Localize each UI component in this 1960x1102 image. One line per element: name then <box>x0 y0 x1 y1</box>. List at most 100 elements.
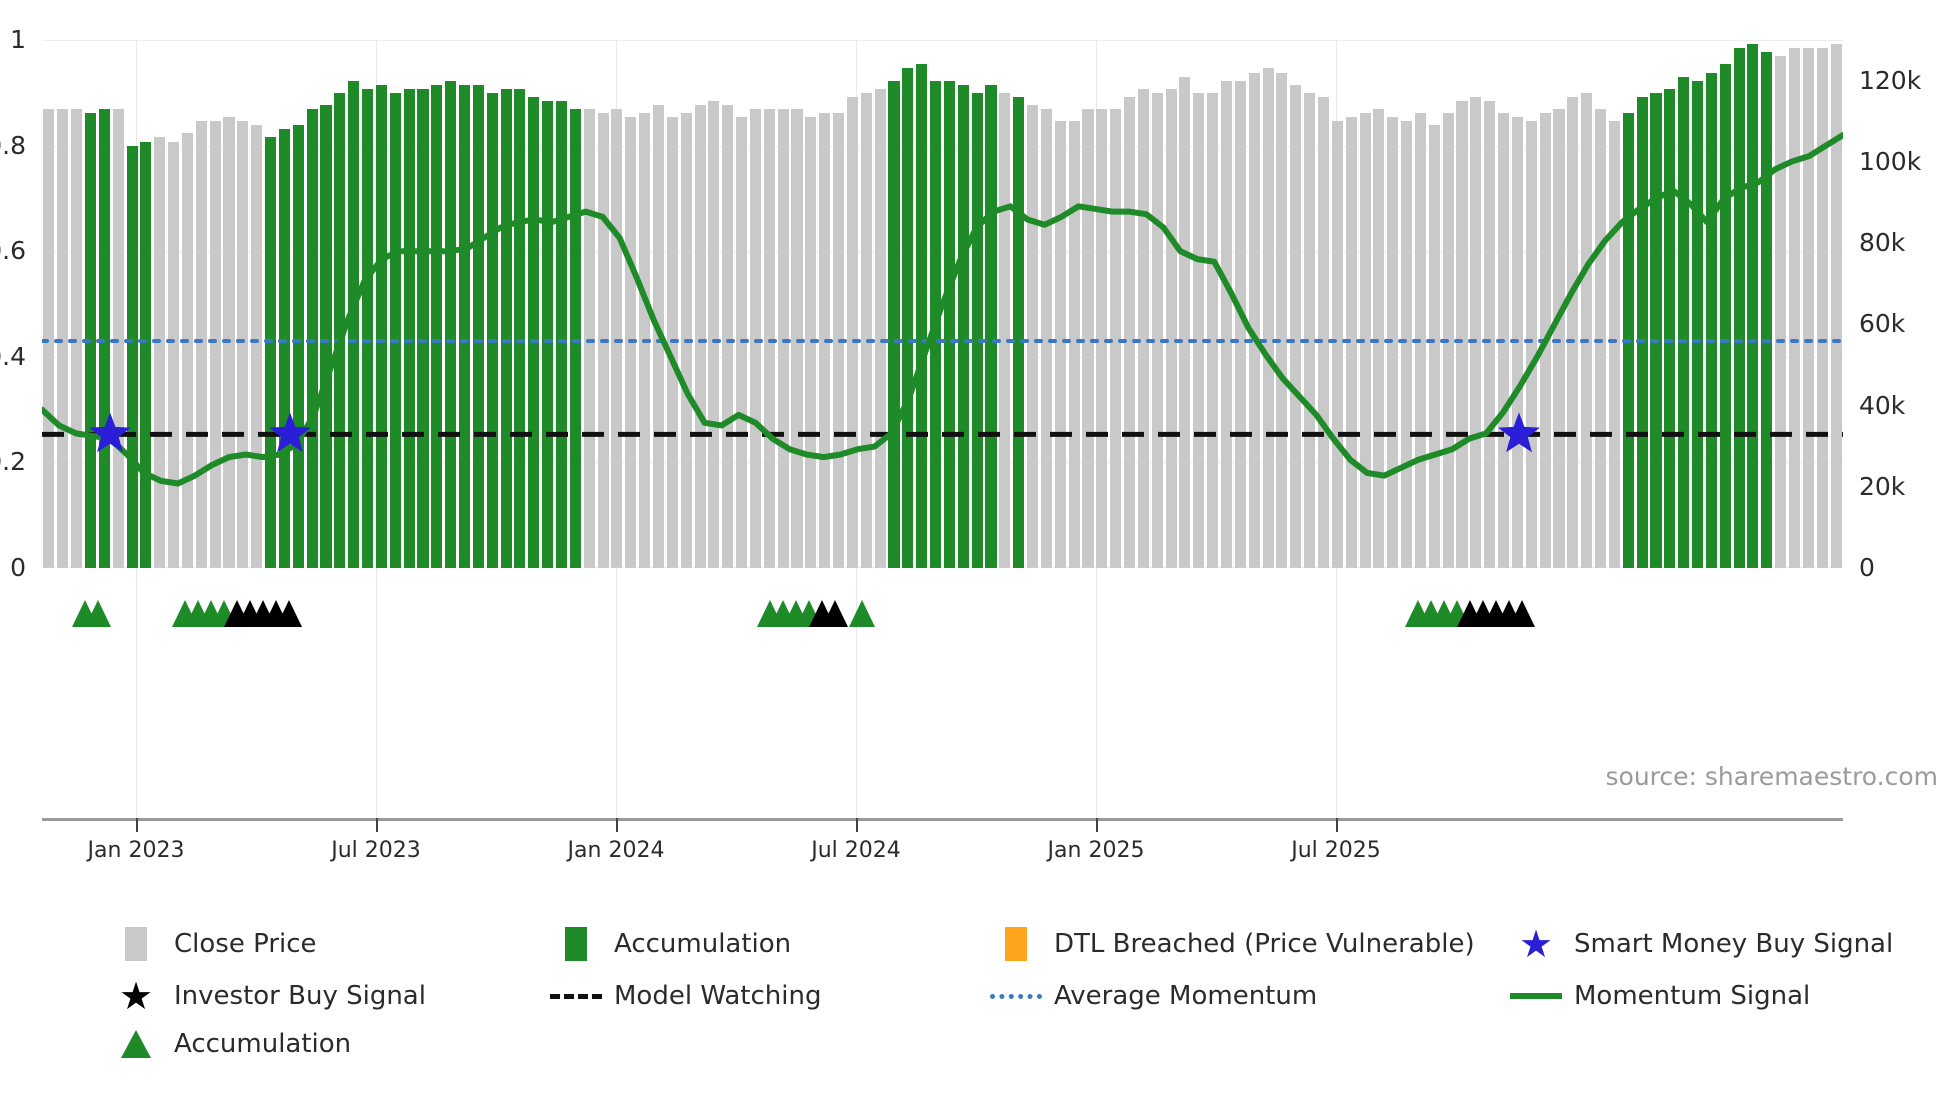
accumulation-bar <box>320 105 332 568</box>
accumulation-bar <box>1636 96 1648 568</box>
accumulation-bar <box>902 68 914 568</box>
close-price-bar <box>1082 109 1094 568</box>
close-price-bar <box>237 121 249 568</box>
close-price-bar <box>1373 109 1385 568</box>
legend-item-label: Close Price <box>174 929 317 959</box>
close-price-bar <box>1539 113 1551 568</box>
legend-item[interactable]: Accumulation <box>550 925 990 963</box>
close-price-bar <box>43 109 55 568</box>
y-axis-right-tick-label: 80k <box>1859 228 1906 258</box>
legend-item[interactable]: Model Watching <box>550 977 990 1015</box>
close-price-bar <box>1359 113 1371 568</box>
accumulation-bar <box>278 129 290 568</box>
close-price-bar <box>1068 121 1080 568</box>
accumulation-bar <box>348 80 360 568</box>
close-price-bar <box>1414 113 1426 568</box>
close-price-bar <box>195 121 207 568</box>
y-axis-right-tick-label: 120k <box>1859 65 1922 95</box>
legend-item-label: Accumulation <box>614 929 792 959</box>
accumulation-bar <box>916 64 928 568</box>
close-price-bar <box>1096 109 1108 568</box>
investor-buy-signal-triangle <box>1509 600 1535 627</box>
x-axis-tick <box>1336 818 1338 832</box>
close-price-bar <box>846 96 858 568</box>
close-price-bar <box>1456 100 1468 568</box>
legend-item-label: Investor Buy Signal <box>174 981 426 1011</box>
x-axis-tick <box>136 818 138 832</box>
close-price-bar <box>112 109 124 568</box>
legend-item-label: Momentum Signal <box>1574 981 1811 1011</box>
accumulation-bar <box>1622 113 1634 568</box>
legend-item-label: Smart Money Buy Signal <box>1574 929 1894 959</box>
legend-item[interactable]: DTL Breached (Price Vulnerable) <box>990 925 1510 963</box>
close-price-bar <box>1401 121 1413 568</box>
close-price-bar <box>1193 92 1205 568</box>
horizontal-gridline <box>42 40 1843 41</box>
green-triangle-icon <box>110 1030 162 1058</box>
accumulation-bar <box>1705 72 1717 568</box>
close-price-bar <box>819 113 831 568</box>
close-price-bar <box>1123 96 1136 568</box>
close-price-bar <box>611 109 623 568</box>
close-price-bar <box>1553 109 1565 568</box>
accumulation-bar <box>292 125 304 568</box>
close-price-bar <box>708 100 720 568</box>
accumulation-bar <box>1719 64 1731 568</box>
close-price-bar <box>1040 109 1052 568</box>
legend-item[interactable]: ★ Investor Buy Signal <box>110 977 550 1015</box>
accumulation-bar <box>500 88 512 568</box>
legend-item[interactable]: Average Momentum <box>990 977 1510 1015</box>
close-price-bar <box>1595 109 1607 568</box>
close-price-bar <box>694 105 706 568</box>
x-axis-tick <box>376 818 378 832</box>
accumulation-bar <box>334 92 346 568</box>
x-axis-line <box>42 818 1843 821</box>
legend-item[interactable]: Momentum Signal <box>1510 977 1940 1015</box>
horizontal-gridline <box>42 567 1843 568</box>
close-price-bar <box>209 121 221 568</box>
close-price-bar <box>1345 117 1357 568</box>
accumulation-bar <box>459 84 471 568</box>
legend-item[interactable]: ★ Smart Money Buy Signal <box>1510 925 1940 963</box>
accumulation-bar <box>957 84 969 568</box>
legend-item-label: Average Momentum <box>1054 981 1318 1011</box>
legend-item[interactable]: Accumulation <box>110 1029 550 1059</box>
y-axis-left-tick-label: 0.8 <box>0 130 26 160</box>
legend-row: Close Price Accumulation DTL Breached (Pri… <box>110 925 1940 963</box>
close-price-bar <box>597 113 609 568</box>
x-axis-tick <box>1096 818 1098 832</box>
accumulation-bar <box>1761 52 1773 568</box>
accumulation-bar <box>1664 88 1676 568</box>
accumulation-bar <box>985 84 997 568</box>
accumulation-bar <box>84 113 97 568</box>
close-price-bar <box>223 117 235 568</box>
legend-item-label: Model Watching <box>614 981 822 1011</box>
accumulation-bar <box>1747 44 1759 568</box>
accumulation-bar <box>555 100 568 568</box>
x-axis-tick-label: Jan 2025 <box>1047 838 1145 863</box>
chart-legend: Close Price Accumulation DTL Breached (Pri… <box>110 925 1940 1073</box>
close-price-bar <box>1442 113 1454 568</box>
close-price-bar <box>1567 96 1579 568</box>
close-price-bar <box>1802 48 1814 568</box>
close-price-bar <box>1304 92 1316 568</box>
accumulation-bar <box>375 84 387 568</box>
close-price-bar <box>1165 88 1177 568</box>
accumulation-bar <box>514 88 526 568</box>
accumulation-bar <box>98 109 110 568</box>
close-price-bar <box>1608 121 1620 568</box>
close-price-bar <box>639 113 651 568</box>
x-axis-tick-label: Jul 2023 <box>331 838 421 863</box>
close-price-bar <box>999 92 1011 568</box>
close-price-bar <box>1830 44 1842 568</box>
y-axis-left-tick-label: 0.6 <box>0 236 26 266</box>
legend-item[interactable]: Close Price <box>110 925 550 963</box>
close-price-bar <box>1234 80 1246 568</box>
close-price-bar <box>860 92 872 568</box>
legend-row: Accumulation <box>110 1029 1940 1059</box>
x-axis-tick-label: Jan 2024 <box>567 838 665 863</box>
accumulation-bar <box>362 88 374 568</box>
gray-square-icon <box>110 927 162 961</box>
close-price-bar <box>652 105 665 568</box>
y-axis-right-tick-label: 40k <box>1859 390 1906 420</box>
